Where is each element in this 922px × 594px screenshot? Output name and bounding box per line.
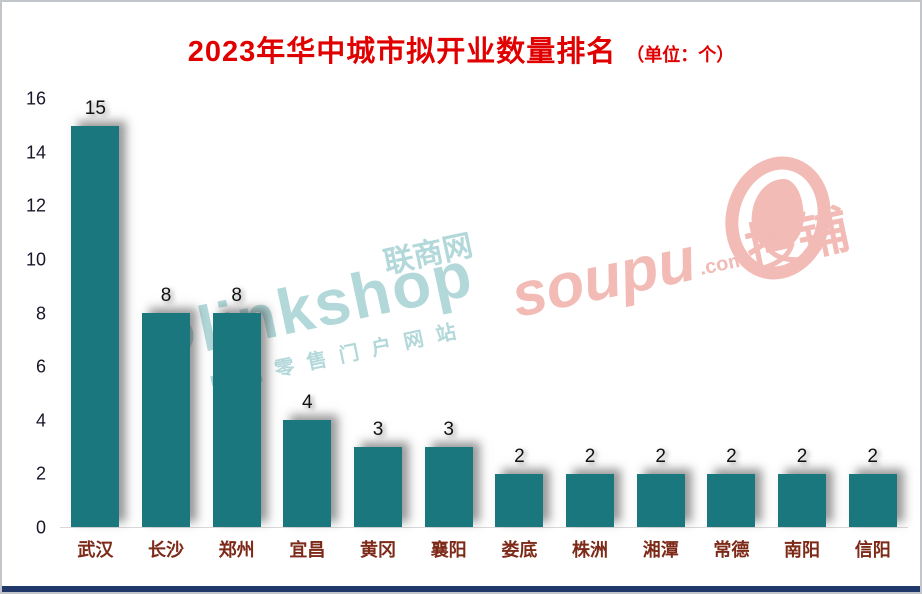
x-axis-label: 株洲 (572, 540, 609, 560)
bar (71, 125, 120, 527)
x-axis-label: 常德 (713, 540, 750, 560)
bar (354, 446, 403, 527)
bar-value-label: 2 (584, 445, 596, 467)
x-axis-label: 信阳 (854, 540, 891, 560)
y-tick-label: 16 (25, 88, 46, 109)
x-axis-label: 娄底 (501, 540, 538, 560)
bar-group: 3 黄冈 (343, 99, 414, 560)
bar-value-label: 2 (655, 445, 666, 467)
bar-value-label: 3 (372, 418, 384, 440)
bar-group: 2 娄底 (484, 99, 555, 560)
bar-value-label: 4 (302, 392, 313, 413)
bar (212, 313, 261, 527)
y-tick-label: 8 (35, 303, 46, 323)
y-tick-label: 12 (25, 195, 46, 216)
chart-unit-label: （单位：个） (626, 45, 735, 65)
bar-value-label: 2 (867, 445, 879, 467)
bottom-border-strip (2, 586, 920, 592)
bar-group: 8 长沙 (131, 99, 202, 560)
y-tick-label: 2 (35, 463, 46, 484)
y-tick-label: 10 (25, 249, 46, 270)
y-tick-label: 6 (35, 356, 46, 377)
bar (566, 473, 615, 527)
x-axis-label: 黄冈 (360, 540, 397, 560)
bar-group: 2 信阳 (837, 99, 908, 560)
plot-area: 15 武汉 8 长沙 8 郑州 4 宜昌 3 黄冈 3 襄阳 2 娄底 2 株洲 2 湘潭 2 常德 2 南阳 2 信阳 (60, 97, 908, 560)
bar-group: 15 武汉 (60, 97, 131, 560)
bar (283, 420, 332, 527)
bar-group: 2 株洲 (555, 99, 626, 560)
bar (707, 473, 756, 527)
chart-title-text: 2023年华中城市拟开业数量排名 (187, 36, 617, 68)
chart-title: 2023年华中城市拟开业数量排名 （单位：个） (2, 28, 920, 70)
bar-group: 2 南阳 (767, 99, 838, 560)
bar (778, 473, 827, 527)
bar (848, 473, 897, 527)
x-axis-label: 襄阳 (430, 540, 467, 560)
bar (142, 313, 190, 527)
bar-value-label: 3 (443, 418, 454, 440)
bar-group: 2 湘潭 (625, 99, 696, 560)
bar (424, 446, 473, 527)
y-tick-label: 14 (25, 142, 46, 163)
bar-value-label: 2 (796, 445, 808, 467)
bar-group: 4 宜昌 (272, 99, 343, 560)
bar (636, 473, 685, 527)
bar (495, 473, 544, 527)
x-axis-label: 郑州 (218, 540, 255, 560)
bar-value-label: 2 (514, 445, 525, 467)
y-tick-label: 4 (35, 410, 46, 431)
x-axis-label: 南阳 (784, 540, 821, 560)
bar-value-label: 8 (231, 285, 242, 306)
y-axis: 0 2 4 6 8 10 12 14 16 (2, 89, 54, 538)
bar-group: 8 郑州 (201, 99, 272, 560)
bar-value-label: 2 (726, 445, 737, 467)
bar-value-label: 15 (84, 97, 106, 119)
bar-group: 3 襄阳 (413, 99, 484, 560)
x-axis-label: 武汉 (77, 540, 114, 560)
y-tick-label: 0 (35, 517, 46, 538)
bar-group: 2 常德 (696, 99, 767, 560)
x-axis-label: 宜昌 (289, 540, 326, 560)
x-axis-label: 湘潭 (642, 540, 679, 560)
x-axis-label: 长沙 (148, 540, 184, 560)
bar-value-label: 8 (160, 285, 172, 306)
